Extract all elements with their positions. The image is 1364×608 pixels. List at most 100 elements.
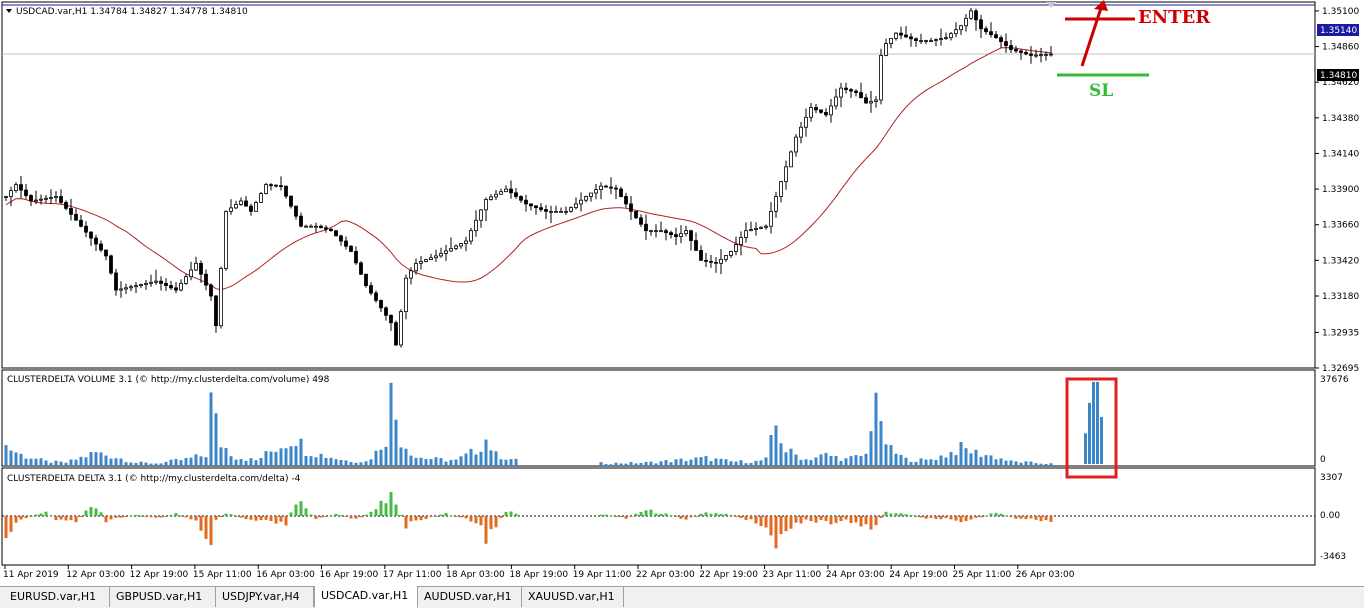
time-tick-label: 17 Apr 11:00 (383, 570, 442, 580)
candle-body (794, 136, 798, 153)
volume-bar (129, 462, 133, 466)
volume-bar (309, 456, 313, 466)
candle-body (54, 196, 58, 198)
candle-body (929, 40, 933, 43)
candle-body (1019, 50, 1023, 53)
delta-bar (1034, 516, 1038, 520)
candle-body (294, 205, 298, 217)
tab-usdcad-var-h1[interactable]: USDCAD.var,H1 (314, 586, 418, 608)
volume-bar (804, 459, 808, 466)
candle-body (949, 33, 953, 39)
volume-bar (34, 458, 38, 466)
delta-bar (344, 516, 348, 517)
delta-bar (619, 516, 623, 518)
delta-bar (709, 513, 713, 516)
volume-bar (809, 460, 813, 466)
volume-bar (479, 451, 483, 466)
volume-bar (939, 455, 943, 466)
delta-bar (959, 516, 963, 523)
volume-bar (364, 461, 368, 466)
delta-bar (259, 516, 263, 521)
delta-bar (274, 516, 278, 524)
candle-body (989, 31, 993, 36)
chart-menu-icon[interactable] (6, 9, 12, 13)
delta-bar (759, 516, 763, 527)
delta-bar (139, 515, 143, 517)
candle-body (994, 34, 998, 39)
delta-bar (484, 516, 488, 544)
candle-body (1044, 53, 1048, 56)
delta-bar (939, 516, 943, 520)
delta-bar (789, 516, 793, 529)
candle-body (789, 151, 793, 168)
volume-bar (324, 457, 328, 466)
delta-panel-title: CLUSTERDELTA DELTA 3.1 (© http://my.clus… (7, 474, 301, 484)
volume-bar (1014, 461, 1018, 466)
volume-bar (989, 455, 993, 466)
volume-bar (159, 463, 163, 466)
tab-xauusd-var-h1[interactable]: XAUUSD.var,H1 (522, 587, 624, 607)
volume-bar (504, 459, 508, 466)
candle-body (1034, 54, 1038, 57)
tab-gbpusd-var-h1[interactable]: GBPUSD.var,H1 (110, 587, 216, 607)
candle-body (849, 89, 853, 92)
volume-bar (29, 458, 33, 466)
candle-body (704, 259, 708, 262)
delta-bar (794, 516, 798, 523)
delta-bar (879, 516, 883, 519)
volume-bar (109, 458, 113, 466)
delta-bar (624, 516, 628, 519)
candle-body (144, 282, 148, 285)
volume-bar (194, 454, 198, 466)
candle-body (424, 259, 428, 262)
volume-bar (204, 457, 208, 466)
candle-body (694, 240, 698, 251)
candle-body (4, 196, 8, 198)
volume-bar (864, 453, 868, 466)
delta-bar (224, 513, 228, 516)
candle-body (954, 29, 958, 35)
volume-bar (494, 451, 498, 466)
delta-bar (754, 516, 758, 524)
delta-bar (854, 516, 858, 523)
delta-bar (1014, 516, 1018, 519)
volume-bar (1034, 463, 1038, 466)
delta-bars (2, 492, 1315, 549)
volume-bar (424, 459, 428, 466)
candle-body (494, 193, 498, 198)
volume-bar (419, 457, 423, 466)
candle-body (454, 245, 458, 249)
volume-bar (104, 455, 108, 466)
volume-bar (294, 446, 298, 466)
volume-bar (824, 452, 828, 466)
volume-bar (9, 450, 13, 466)
delta-bar (819, 516, 823, 520)
time-tick-label: 15 Apr 11:00 (193, 570, 252, 580)
candle-body (379, 300, 383, 309)
volume-bar (4, 445, 8, 466)
volume-bar (854, 455, 858, 466)
delta-bar (859, 516, 863, 527)
delta-bar (934, 516, 938, 520)
candle-body (539, 207, 543, 210)
tab-eurusd-var-h1[interactable]: EURUSD.var,H1 (4, 587, 110, 607)
delta-bar (364, 514, 368, 516)
candle-body (369, 285, 373, 294)
volume-bar (354, 462, 358, 466)
volume-bar (254, 460, 258, 466)
delta-bar (279, 516, 283, 522)
delta-bar (109, 516, 113, 520)
candle-body (104, 249, 108, 257)
tab-audusd-var-h1[interactable]: AUDUSD.var,H1 (418, 587, 522, 607)
time-tick-label: 24 Apr 19:00 (889, 570, 948, 580)
candle-body (564, 210, 568, 213)
enter-annotation: ENTER (1065, 0, 1211, 67)
tab-usdjpy-var-h4[interactable]: USDJPY.var,H4 (216, 587, 314, 607)
candle-body (869, 101, 873, 104)
volume-bar (149, 463, 153, 466)
candle-body (634, 210, 638, 219)
candle-body (684, 230, 688, 235)
delta-bar (944, 516, 948, 519)
volume-bar (14, 452, 18, 466)
time-tick-label: 22 Apr 19:00 (699, 570, 758, 580)
